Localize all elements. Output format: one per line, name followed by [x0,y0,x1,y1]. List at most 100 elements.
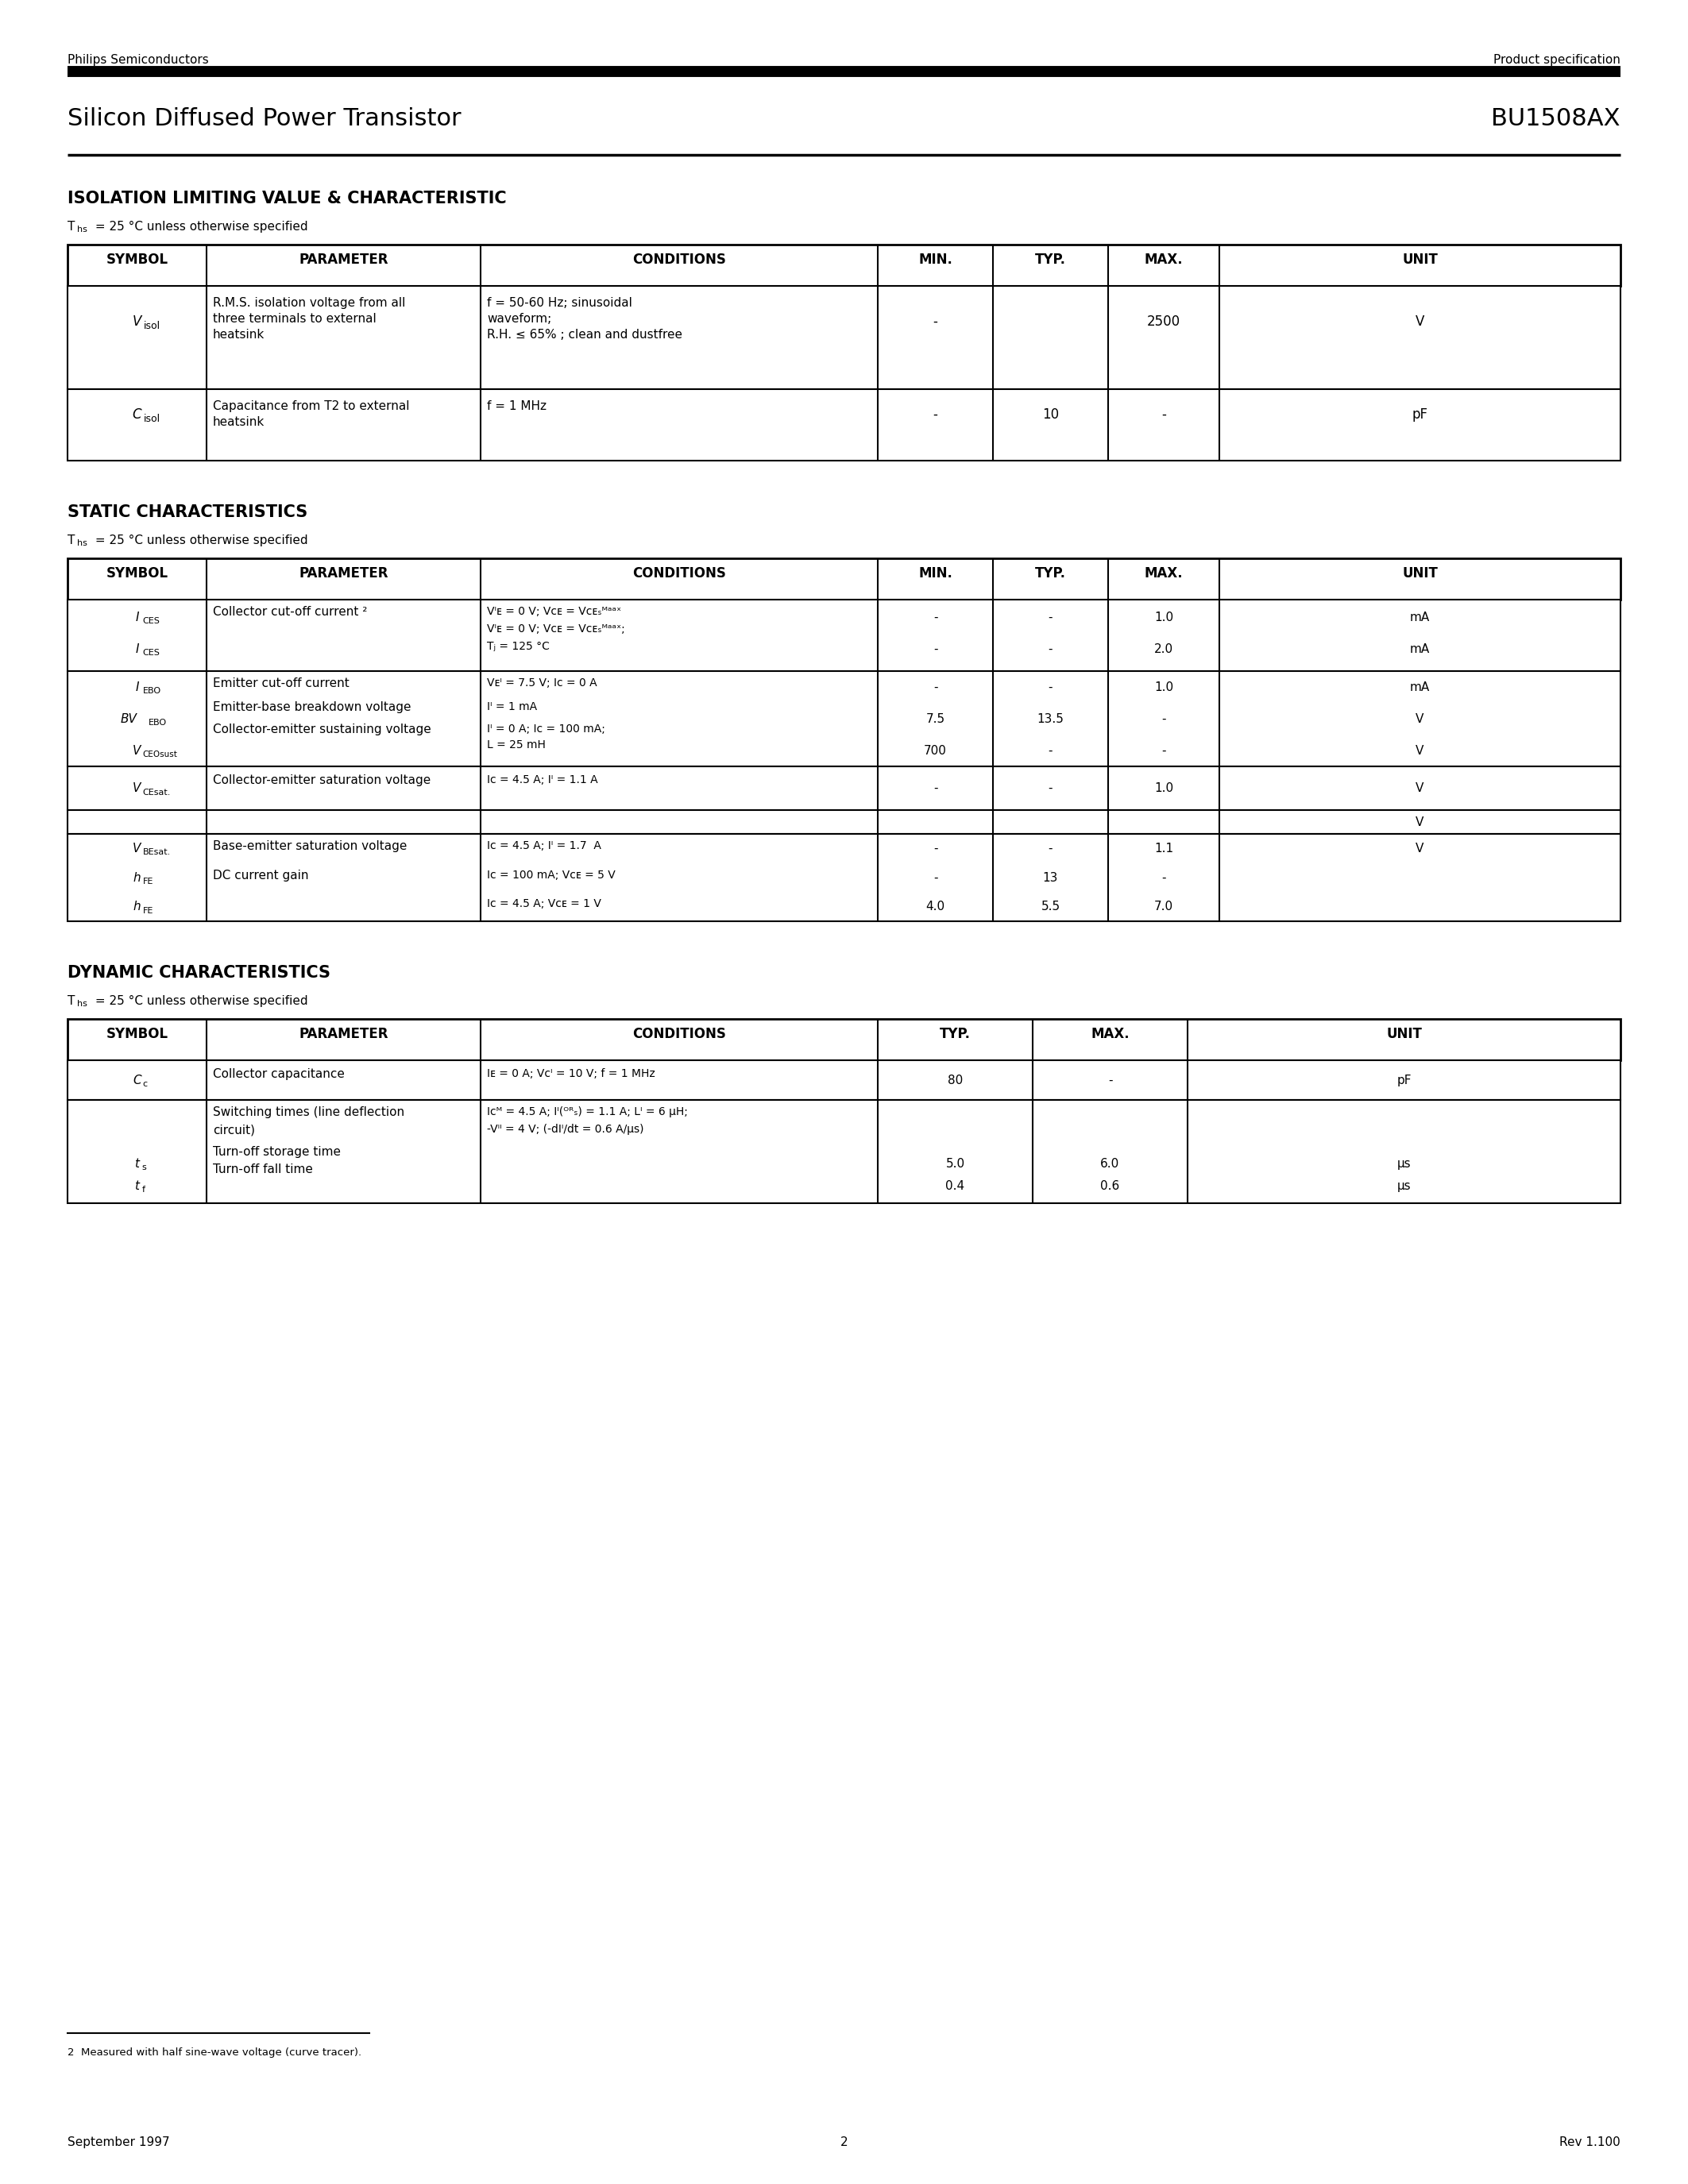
Text: MIN.: MIN. [918,253,952,266]
Text: μs: μs [1398,1158,1411,1168]
Text: DC current gain: DC current gain [213,869,309,882]
Text: isol: isol [143,413,160,424]
Text: CONDITIONS: CONDITIONS [633,1026,726,1042]
Text: FE: FE [142,906,154,915]
Text: 700: 700 [923,745,947,756]
Text: Product specification: Product specification [1494,55,1620,66]
Text: -: - [1048,612,1053,622]
Text: Turn-off storage time: Turn-off storage time [213,1147,341,1158]
Text: V: V [133,782,142,795]
Text: BV: BV [122,712,137,725]
Text: 0.6: 0.6 [1101,1179,1119,1192]
Text: 1.0: 1.0 [1155,681,1173,692]
Text: Tⱼ = 125 °C: Tⱼ = 125 °C [486,640,550,653]
Text: BEsat.: BEsat. [142,847,170,856]
Text: CES: CES [142,649,160,657]
Text: -: - [933,843,937,854]
Text: 13: 13 [1043,871,1058,885]
Text: Vᴵᴇ = 0 V; Vᴄᴇ = Vᴄᴇₛᴹᵃᵃˣ: Vᴵᴇ = 0 V; Vᴄᴇ = Vᴄᴇₛᴹᵃᵃˣ [486,605,621,618]
Text: -: - [933,681,937,692]
Text: September 1997: September 1997 [68,2136,170,2149]
Text: EBO: EBO [142,688,160,695]
Text: -Vᴵᴵ = 4 V; (-dIᴵ/dt = 0.6 A/μs): -Vᴵᴵ = 4 V; (-dIᴵ/dt = 0.6 A/μs) [486,1125,643,1136]
Text: FE: FE [142,878,154,885]
Text: R.H. ≤ 65% ; clean and dustfree: R.H. ≤ 65% ; clean and dustfree [486,330,682,341]
Text: isol: isol [143,321,160,330]
Text: hs: hs [78,1000,88,1007]
Text: t: t [135,1179,140,1192]
Text: 2500: 2500 [1148,314,1180,330]
Text: 6.0: 6.0 [1101,1158,1119,1168]
Text: Rev 1.100: Rev 1.100 [1560,2136,1620,2149]
Text: TYP.: TYP. [940,1026,971,1042]
Text: V: V [1416,745,1425,756]
Text: -: - [1161,408,1166,422]
Text: 7.5: 7.5 [925,712,945,725]
Text: f: f [142,1186,145,1195]
Text: PARAMETER: PARAMETER [299,253,388,266]
Text: Collector cut-off current ²: Collector cut-off current ² [213,605,368,618]
Text: V: V [1416,817,1425,828]
Text: t: t [135,1158,140,1168]
Text: f = 1 MHz: f = 1 MHz [486,400,547,413]
Text: T: T [68,221,74,234]
Text: -: - [1161,712,1166,725]
Text: Iᴄ = 100 mA; Vᴄᴇ = 5 V: Iᴄ = 100 mA; Vᴄᴇ = 5 V [486,869,616,880]
Text: 7.0: 7.0 [1155,900,1173,913]
Text: V: V [133,843,142,854]
Text: 0.4: 0.4 [945,1179,966,1192]
Text: MIN.: MIN. [918,566,952,581]
Text: I: I [135,612,138,622]
Bar [68,1020,1620,1059]
Bar [68,810,1620,834]
Text: Capacitance from T2 to external: Capacitance from T2 to external [213,400,410,413]
Text: MAX.: MAX. [1144,566,1183,581]
Text: PARAMETER: PARAMETER [299,566,388,581]
Text: UNIT: UNIT [1386,1026,1421,1042]
Text: Iᴄ = 4.5 A; Vᴄᴇ = 1 V: Iᴄ = 4.5 A; Vᴄᴇ = 1 V [486,898,601,909]
Text: SYMBOL: SYMBOL [106,253,169,266]
Text: hs: hs [78,225,88,234]
Text: Base-emitter saturation voltage: Base-emitter saturation voltage [213,841,407,852]
Text: 2: 2 [841,2136,847,2149]
Text: L = 25 mH: L = 25 mH [486,740,545,751]
Text: 5.5: 5.5 [1041,900,1060,913]
Text: ISOLATION LIMITING VALUE & CHARACTERISTIC: ISOLATION LIMITING VALUE & CHARACTERISTI… [68,190,506,207]
Text: BU1508AX: BU1508AX [1492,107,1620,131]
Text: mA: mA [1409,681,1430,692]
Text: C: C [132,408,142,422]
Text: Iᴄᴹ = 4.5 A; Iᴵ(ᴼᴿₛ) = 1.1 A; Lᴵ = 6 μH;: Iᴄᴹ = 4.5 A; Iᴵ(ᴼᴿₛ) = 1.1 A; Lᴵ = 6 μH; [486,1107,687,1118]
Text: mA: mA [1409,642,1430,655]
Text: 10: 10 [1041,408,1058,422]
Text: Turn-off fall time: Turn-off fall time [213,1164,312,1175]
Text: V: V [1416,712,1425,725]
Text: 1.0: 1.0 [1155,612,1173,622]
Text: Iᴄ = 4.5 A; Iᴵ = 1.7  A: Iᴄ = 4.5 A; Iᴵ = 1.7 A [486,841,601,852]
Text: -: - [1048,745,1053,756]
Text: 1.1: 1.1 [1155,843,1173,854]
Bar [68,601,1620,670]
Text: 1.0: 1.0 [1155,782,1173,795]
Text: = 25 °C unless otherwise specified: = 25 °C unless otherwise specified [91,221,307,234]
Text: 4.0: 4.0 [925,900,945,913]
Text: Silicon Diffused Power Transistor: Silicon Diffused Power Transistor [68,107,461,131]
Text: -: - [1048,681,1053,692]
Text: DYNAMIC CHARACTERISTICS: DYNAMIC CHARACTERISTICS [68,965,331,981]
Text: -: - [1048,642,1053,655]
Text: mA: mA [1409,612,1430,622]
Text: heatsink: heatsink [213,417,265,428]
Text: V: V [1415,314,1425,330]
Text: STATIC CHARACTERISTICS: STATIC CHARACTERISTICS [68,505,307,520]
Bar [68,670,1620,767]
Bar [68,559,1620,601]
Text: CEsat.: CEsat. [142,788,170,797]
Text: V: V [1416,843,1425,854]
Bar [68,286,1620,389]
Text: Collector-emitter sustaining voltage: Collector-emitter sustaining voltage [213,723,430,736]
Text: s: s [142,1164,147,1171]
Text: -: - [1161,745,1166,756]
Text: MAX.: MAX. [1144,253,1183,266]
Text: SYMBOL: SYMBOL [106,566,169,581]
Text: Collector capacitance: Collector capacitance [213,1068,344,1081]
Text: -: - [933,782,937,795]
